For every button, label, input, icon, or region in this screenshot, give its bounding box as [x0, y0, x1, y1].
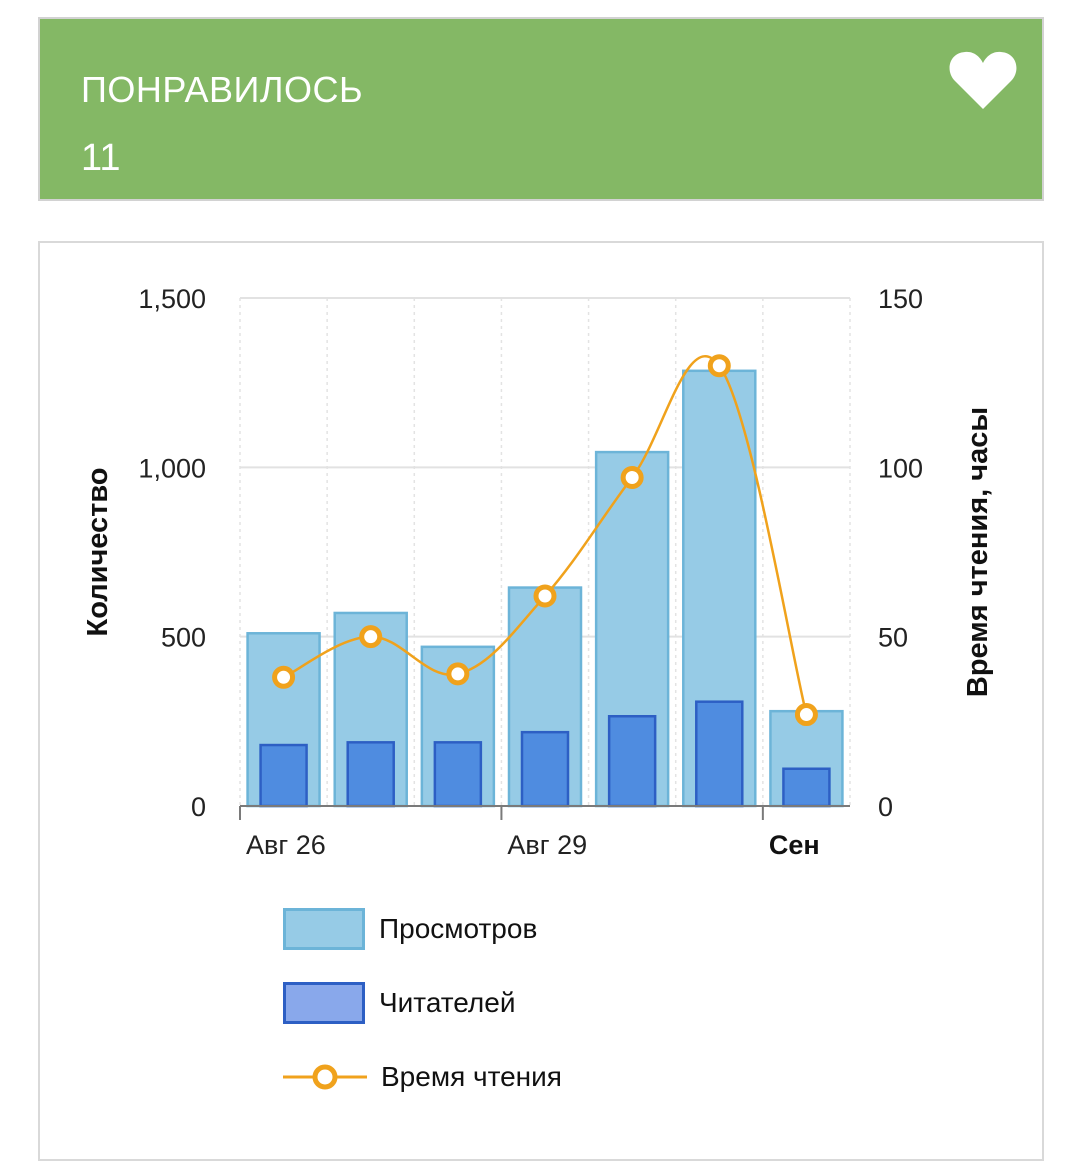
point-reading-time	[707, 354, 731, 378]
bar-readers	[433, 741, 483, 808]
y-right-tick-label: 150	[878, 284, 923, 314]
chart-legend: Просмотров Читателей Время чтения	[283, 905, 562, 1127]
x-tick-label: Авг 26	[246, 830, 326, 860]
bar-readers	[346, 741, 395, 808]
x-tick-label: Сен	[769, 830, 820, 860]
point-reading-time	[446, 662, 470, 686]
y-left-tick-label: 1,000	[138, 453, 206, 483]
legend-swatch-reading-time	[283, 1064, 367, 1090]
y-left-tick-label: 500	[161, 623, 206, 653]
point-reading-time	[533, 584, 557, 608]
bar-readers	[695, 700, 744, 808]
y-right-tick-label: 0	[878, 792, 893, 822]
legend-item-views[interactable]: Просмотров	[283, 905, 562, 953]
y-right-tick-label: 100	[878, 453, 923, 483]
legend-item-readers[interactable]: Читателей	[283, 979, 562, 1027]
x-tick-label: Авг 29	[507, 830, 587, 860]
legend-label-views: Просмотров	[379, 913, 538, 944]
bar-readers	[259, 743, 308, 808]
point-reading-time	[794, 703, 818, 727]
line-reading-time	[283, 355, 808, 715]
legend-label-readers: Читателей	[379, 987, 516, 1018]
point-reading-time	[359, 625, 383, 649]
likes-count: 11	[81, 137, 121, 179]
likes-label: ПОНРАВИЛОСЬ	[81, 69, 364, 110]
likes-card: ПОНРАВИЛОСЬ 11	[38, 17, 1044, 201]
legend-label-reading-time: Время чтения	[381, 1061, 562, 1092]
heart-icon[interactable]	[948, 49, 1018, 111]
point-reading-time	[272, 665, 296, 689]
y-right-axis-title: Время чтения, часы	[962, 407, 994, 697]
y-left-tick-label: 1,500	[138, 284, 206, 314]
y-left-tick-label: 0	[191, 792, 206, 822]
y-left-axis-title: Количество	[82, 467, 114, 636]
legend-swatch-views	[283, 908, 365, 950]
legend-item-reading-time[interactable]: Время чтения	[283, 1053, 562, 1101]
point-reading-time	[620, 465, 644, 489]
bar-readers	[520, 730, 570, 808]
bar-readers	[607, 715, 657, 808]
y-right-tick-label: 50	[878, 623, 908, 653]
legend-swatch-readers	[283, 982, 365, 1024]
bar-readers	[782, 767, 831, 808]
